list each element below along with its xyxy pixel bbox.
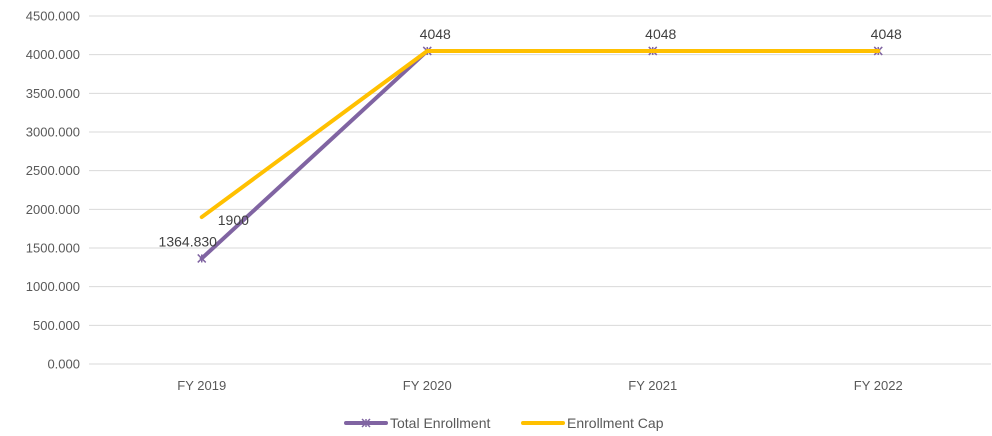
y-tick-label: 4000.000 (26, 47, 80, 62)
legend-label: Enrollment Cap (567, 415, 664, 431)
x-tick-label: FY 2021 (628, 378, 677, 393)
legend-item-total-enrollment[interactable]: Total Enrollment (344, 415, 490, 431)
y-tick-label: 0.000 (47, 357, 80, 372)
y-tick-label: 2000.000 (26, 202, 80, 217)
y-tick-label: 500.000 (33, 318, 80, 333)
legend-label: Total Enrollment (390, 415, 490, 431)
y-tick-label: 2500.000 (26, 163, 80, 178)
y-tick-label: 1500.000 (26, 241, 80, 256)
x-axis-ticks: FY 2019 FY 2020 FY 2021 FY 2022 (177, 378, 902, 393)
y-tick-label: 4500.000 (26, 9, 80, 24)
series-line-enrollment-cap (199, 48, 881, 220)
series-line-total-enrollment (199, 48, 881, 261)
data-label: 4048 (871, 26, 902, 42)
data-label: 4048 (645, 26, 676, 42)
x-tick-label: FY 2020 (403, 378, 452, 393)
series-lines (197, 46, 883, 263)
y-tick-label: 1000.000 (26, 279, 80, 294)
data-label: 1900 (218, 212, 249, 228)
data-label: 1364.830 (159, 233, 218, 249)
legend-item-enrollment-cap[interactable]: Enrollment Cap (521, 415, 664, 431)
x-tick-label: FY 2022 (854, 378, 903, 393)
data-label: 4048 (420, 26, 451, 42)
y-tick-label: 3500.000 (26, 86, 80, 101)
y-axis-ticks: 0.000 500.000 1000.000 1500.000 2000.000 2500… (26, 9, 80, 372)
data-point-marker (197, 253, 207, 263)
gridlines (89, 15, 991, 365)
y-tick-label: 3000.000 (26, 125, 80, 140)
legend[interactable]: Total Enrollment Enrollment Cap (344, 415, 664, 431)
legend-marker (361, 418, 371, 428)
x-tick-label: FY 2019 (177, 378, 226, 393)
